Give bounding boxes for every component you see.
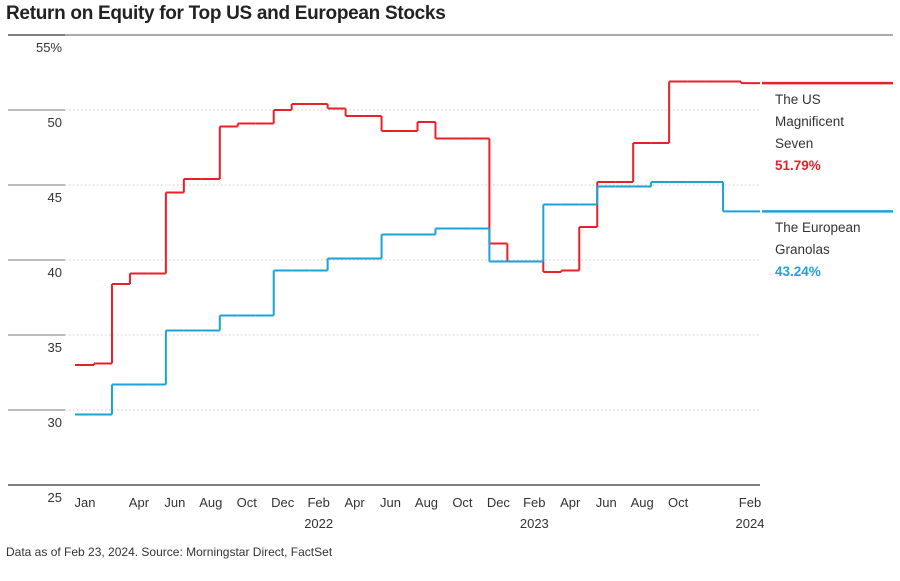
y-tick-label: 30	[48, 415, 62, 430]
x-tick-label: Oct	[668, 495, 689, 510]
value-label: 43.24%	[775, 264, 821, 280]
x-tick-label: Jan	[75, 495, 96, 510]
x-tick-label: Dec	[487, 495, 511, 510]
x-tick-label: Apr	[129, 495, 150, 510]
x-tick-label: Apr	[560, 495, 581, 510]
x-tick-label: Jun	[596, 495, 617, 510]
x-tick-label: Jun	[164, 495, 185, 510]
chart-title: Return on Equity for Top US and European…	[6, 3, 446, 24]
legend-label: The European Granolas	[775, 220, 861, 258]
y-tick-label: 55%	[36, 40, 62, 55]
x-year-label: 2024	[736, 516, 765, 531]
x-year-label: 2022	[304, 516, 333, 531]
x-tick-label: Jun	[380, 495, 401, 510]
x-tick-label: Oct	[452, 495, 473, 510]
value-label: 51.79%	[775, 158, 821, 174]
footnote: Data as of Feb 23, 2024. Source: Morning…	[6, 545, 333, 559]
y-tick-label: 40	[48, 265, 62, 280]
x-tick-label: Dec	[271, 495, 295, 510]
x-tick-label: Aug	[199, 495, 222, 510]
x-tick-label: Aug	[415, 495, 438, 510]
y-tick-label: 25	[48, 490, 62, 505]
y-tick-label: 35	[48, 340, 62, 355]
x-tick-label: Feb	[307, 495, 329, 510]
x-tick-label: Aug	[631, 495, 654, 510]
y-tick-label: 50	[48, 115, 62, 130]
legend-label: The US Magnificent Seven	[775, 92, 845, 152]
y-tick-label: 45	[48, 190, 62, 205]
legend-entry: The European Granolas 43.24%	[775, 217, 885, 283]
x-tick-label: Apr	[344, 495, 365, 510]
x-tick-label: Oct	[237, 495, 258, 510]
x-year-label: 2023	[520, 516, 549, 531]
x-tick-label: Feb	[739, 495, 761, 510]
legend-entry: The US Magnificent Seven 51.79%	[775, 89, 885, 177]
x-tick-label: Feb	[523, 495, 545, 510]
